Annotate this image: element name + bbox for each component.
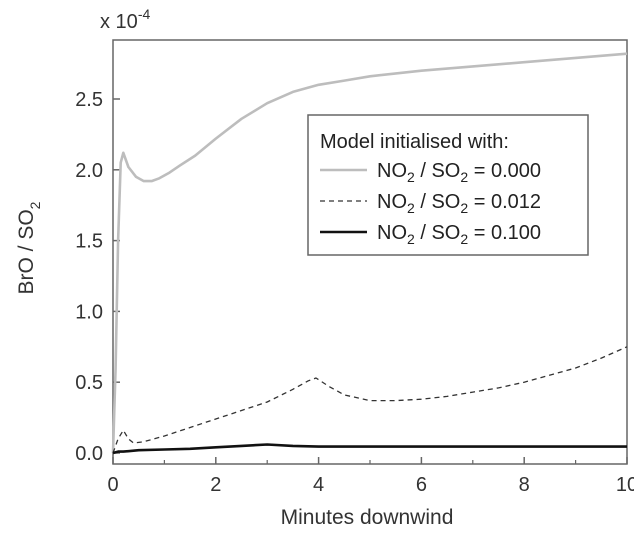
- legend-label-3: NO2 / SO2 = 0.100: [377, 222, 541, 247]
- series-lines: [111, 52, 628, 455]
- y-axis-title-main: BrO / SO: [15, 209, 38, 294]
- y-scale-factor-base: x 10: [100, 11, 138, 33]
- x-axis-title: Minutes downwind: [281, 506, 454, 529]
- series-line-1: [111, 52, 628, 454]
- legend: Model initialised with: NO2 / SO2 = 0.00…: [307, 114, 589, 256]
- axis-ticks: 0 2 4 6 8 10 0.0 0.5 1.0 1.5 2.0 2.5: [75, 89, 634, 496]
- legend-title: Model initialised with:: [320, 131, 509, 153]
- y-axis-title-subscript: 2: [27, 201, 43, 209]
- x-tick-label: 8: [519, 474, 530, 496]
- x-tick-label: 0: [107, 474, 118, 496]
- y-tick-label: 2.0: [75, 160, 103, 182]
- y-tick-label: 2.5: [75, 89, 103, 111]
- x-tick-label: 6: [416, 474, 427, 496]
- series-line-2: [112, 346, 628, 454]
- legend-label-1: NO2 / SO2 = 0.000: [377, 160, 541, 185]
- y-scale-factor-label: x 10-4: [100, 6, 150, 33]
- series-line-3: [112, 443, 627, 455]
- y-scale-factor-exponent: -4: [138, 6, 151, 22]
- x-tick-label: 4: [313, 474, 324, 496]
- x-tick-label: 2: [210, 474, 221, 496]
- y-tick-label: 0.5: [75, 372, 103, 394]
- y-axis-title: BrO / SO2: [15, 201, 43, 294]
- y-tick-label: 0.0: [75, 443, 103, 465]
- y-tick-label: 1.0: [75, 301, 103, 323]
- legend-label-2: NO2 / SO2 = 0.012: [377, 191, 541, 216]
- y-tick-label: 1.5: [75, 231, 103, 253]
- x-tick-label: 10: [616, 474, 634, 496]
